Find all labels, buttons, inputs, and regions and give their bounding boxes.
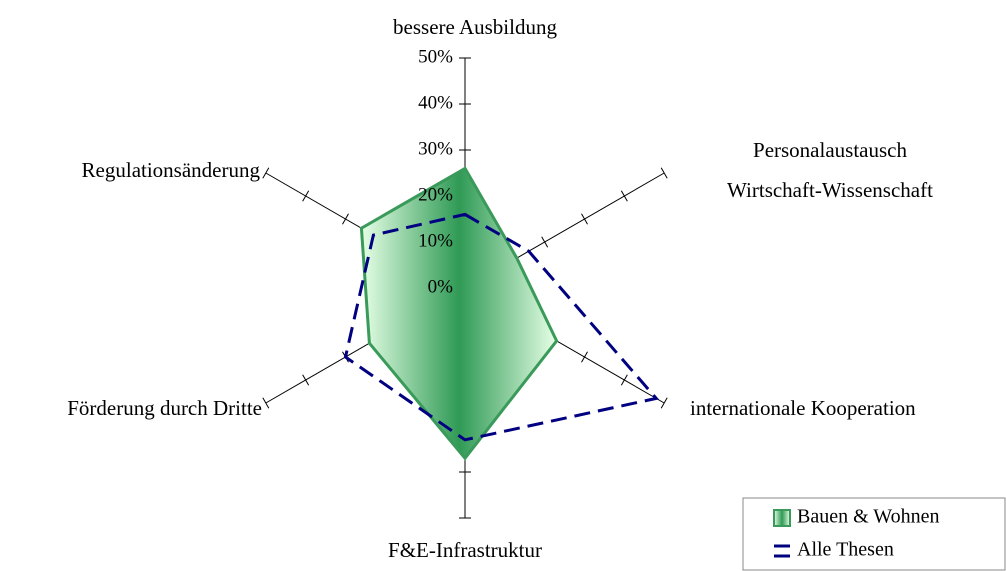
legend-label: Bauen & Wohnen <box>797 506 939 528</box>
tick-mark <box>660 167 668 179</box>
tick-label: 10% <box>418 230 453 251</box>
tick-mark <box>581 351 588 363</box>
category-label: internationale Kooperation <box>690 396 916 420</box>
tick-mark <box>262 167 270 179</box>
tick-label: 20% <box>418 184 453 205</box>
tick-label: 40% <box>418 92 453 113</box>
tick-mark <box>660 397 668 409</box>
series-polygon <box>359 166 559 461</box>
category-label: Personalaustausch Wirtschaft-Wissenschaf… <box>727 138 933 202</box>
tick-label: 30% <box>418 138 453 159</box>
category-label: Förderung durch Dritte <box>67 396 262 420</box>
tick-mark <box>262 397 270 409</box>
legend-label: Alle Thesen <box>797 539 894 561</box>
tick-mark <box>302 190 310 202</box>
category-label: F&E-Infrastruktur <box>388 538 542 562</box>
tick-mark <box>581 213 588 225</box>
tick-label: 50% <box>418 46 453 67</box>
tick-mark <box>302 374 310 386</box>
tick-mark <box>620 190 628 202</box>
tick-mark <box>541 236 549 248</box>
series-polygon <box>343 212 660 442</box>
category-label: bessere Ausbildung <box>393 15 557 39</box>
tick-mark <box>620 374 628 386</box>
tick-mark <box>342 213 349 225</box>
category-label: Regulationsänderung <box>81 158 260 182</box>
legend-swatch <box>773 509 791 527</box>
tick-label: 0% <box>428 276 454 297</box>
